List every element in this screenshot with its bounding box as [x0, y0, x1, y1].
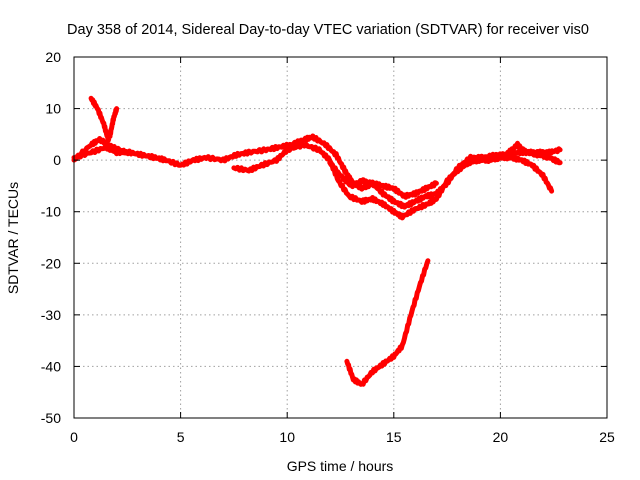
plot-frame [73, 56, 608, 419]
grid [74, 57, 607, 418]
x-tick-label: 5 [177, 429, 185, 445]
x-tick-label: 20 [493, 429, 509, 445]
y-axis-label: SDTVAR / TECUs [5, 182, 21, 294]
series-line-arc-g [344, 258, 431, 387]
y-tick-label: 20 [45, 49, 61, 65]
series-line-arc-f [472, 140, 563, 166]
x-tick-label: 10 [279, 429, 295, 445]
y-tick-label: -50 [41, 410, 61, 426]
axis-ticks: 0 5 10 15 20 25 -50 -40 -30 -20 -10 0 10 20 [41, 49, 615, 445]
series-line-arc-a [71, 133, 439, 200]
y-tick-label: -40 [41, 358, 61, 374]
y-tick-label: 0 [53, 152, 61, 168]
series-group [71, 95, 563, 387]
y-tick-label: 10 [45, 101, 61, 117]
x-tick-label: 25 [599, 429, 615, 445]
x-tick-label: 15 [386, 429, 402, 445]
y-tick-label: -10 [41, 204, 61, 220]
series-line-arc-c [88, 95, 120, 144]
chart-title: Day 358 of 2014, Sidereal Day-to-day VTE… [67, 22, 589, 38]
x-axis-label: GPS time / hours [287, 458, 394, 474]
series-line-arc-b [71, 136, 130, 163]
y-tick-label: -30 [41, 307, 61, 323]
x-tick-label: 0 [70, 429, 78, 445]
y-tick-label: -20 [41, 255, 61, 271]
